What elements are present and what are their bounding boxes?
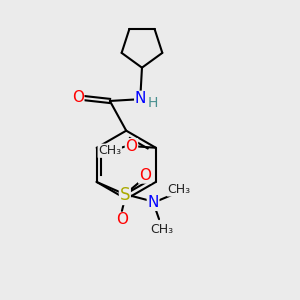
Text: CH₃: CH₃ (150, 223, 174, 236)
Text: CH₃: CH₃ (167, 183, 190, 196)
Text: O: O (125, 139, 137, 154)
Text: CH₃: CH₃ (98, 144, 121, 157)
Text: S: S (120, 186, 130, 204)
Text: O: O (139, 168, 151, 183)
Text: H: H (147, 96, 158, 110)
Text: O: O (72, 91, 84, 106)
Text: O: O (116, 212, 128, 227)
Text: N: N (135, 92, 146, 106)
Text: N: N (147, 195, 159, 210)
